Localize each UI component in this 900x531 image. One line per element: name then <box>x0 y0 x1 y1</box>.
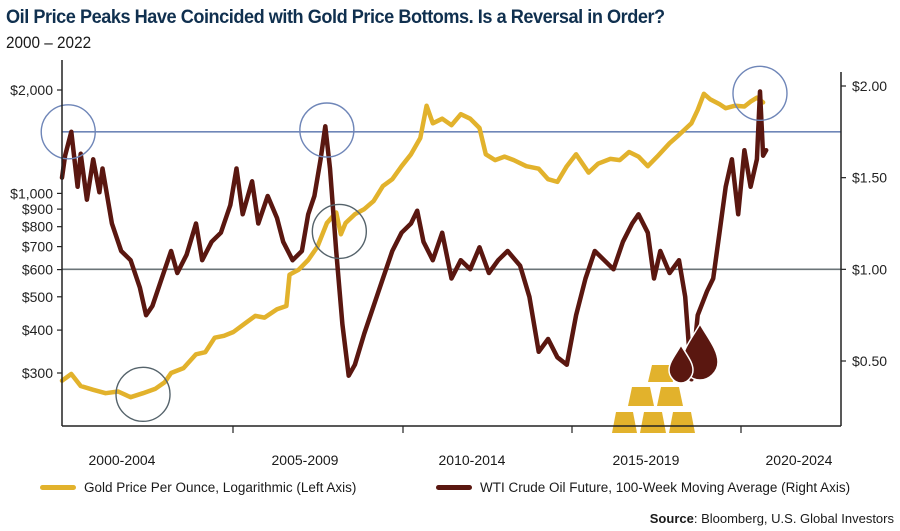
x-category-label: 2000-2004 <box>89 452 156 468</box>
left-tick-label: $900 <box>22 201 53 217</box>
highlight-circle-oil-peak <box>299 102 355 158</box>
left-axis-ticks: $300 $400 $500 $600 $700 $800 $900$1,000 $2,000 <box>10 82 62 381</box>
legend-swatch-gold <box>40 485 76 490</box>
left-tick-label: $300 <box>22 365 53 381</box>
gold-bar-icon <box>612 412 637 433</box>
highlight-circle-gold-bottom <box>115 366 171 423</box>
chart-subtitle: 2000 – 2022 <box>6 33 92 52</box>
gold-bar-icon <box>657 387 683 406</box>
left-tick-label: $400 <box>22 322 53 338</box>
left-tick-label: $500 <box>22 289 53 305</box>
highlight-circle-oil-peak <box>40 104 96 160</box>
x-category-label: 2015-2019 <box>613 452 680 468</box>
gold-bars-oil-drops-icon <box>612 322 719 433</box>
legend-item-gold: Gold Price Per Ounce, Logarithmic (Left … <box>40 480 356 495</box>
oil-series <box>59 89 769 382</box>
right-tick-label: $1.00 <box>852 261 887 277</box>
axes <box>61 60 842 427</box>
left-tick-label: $2,000 <box>10 82 53 98</box>
gold-bar-icon <box>669 412 695 433</box>
left-tick-label: $1,000 <box>10 185 53 201</box>
chart-title: Oil Price Peaks Have Coincided with Gold… <box>6 6 665 28</box>
highlight-circle-gold-bottom <box>311 203 368 260</box>
legend-item-oil: WTI Crude Oil Future, 100-Week Moving Av… <box>436 480 850 495</box>
gold-bar-icon <box>640 412 666 433</box>
left-tick-label: $700 <box>22 239 53 255</box>
x-category-label: 2020-2024 <box>766 452 833 468</box>
right-tick-label: $2.00 <box>852 78 887 94</box>
legend-label-oil: WTI Crude Oil Future, 100-Week Moving Av… <box>480 480 851 495</box>
legend-label-gold: Gold Price Per Ounce, Logarithmic (Left … <box>84 480 357 495</box>
source-text: : Bloomberg, U.S. Global Investors <box>693 511 894 526</box>
gold-bar-icon <box>648 365 673 382</box>
gold-series <box>59 91 766 400</box>
gold-bar-icon <box>628 387 654 406</box>
left-tick-label: $800 <box>22 219 53 235</box>
gold-price-line <box>59 91 766 400</box>
highlight-circles <box>40 65 788 423</box>
right-axis-ticks: $0.50 $1.00 $1.50 $2.00 <box>841 78 887 369</box>
x-category-label: 2005-2009 <box>272 452 339 468</box>
highlight-circle-oil-peak <box>732 65 788 122</box>
source-label: Source <box>649 511 694 526</box>
x-axis-ticks: 2000-2004 2005-2009 2010-2014 2015-2019 2020… <box>89 426 833 468</box>
left-tick-label: $600 <box>22 262 53 278</box>
right-tick-label: $0.50 <box>852 353 887 369</box>
x-category-label: 2010-2014 <box>439 452 506 468</box>
wti-oil-line <box>59 89 769 382</box>
legend-swatch-oil <box>436 485 472 490</box>
source-note: Source: Bloomberg, U.S. Global Investors <box>650 511 894 526</box>
right-tick-label: $1.50 <box>852 170 887 186</box>
oil-drop-icon <box>668 343 694 384</box>
